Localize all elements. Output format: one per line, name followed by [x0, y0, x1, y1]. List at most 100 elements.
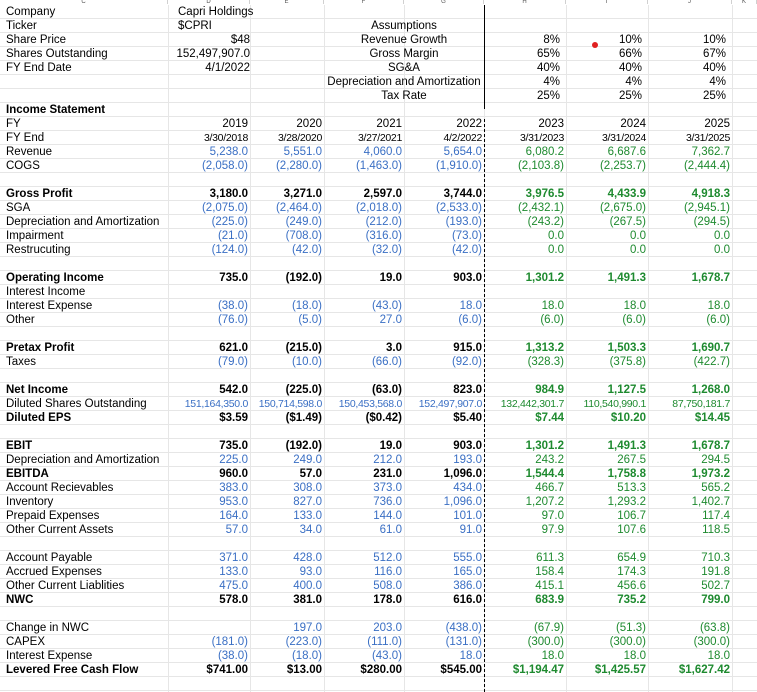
value-cell[interactable]: 386.0 [453, 580, 482, 592]
value-cell[interactable]: 18.0 [623, 300, 646, 312]
row-label[interactable]: Levered Free Cash Flow [6, 664, 139, 676]
value-cell[interactable]: 513.3 [617, 482, 646, 494]
assumption-value[interactable]: 4% [543, 76, 560, 88]
value-cell[interactable]: (193.0) [445, 216, 482, 228]
assumption-label[interactable]: Depreciation and Amortization [327, 76, 481, 88]
value-cell[interactable]: 903.0 [453, 440, 482, 452]
assumptions-title[interactable]: Assumptions [371, 20, 437, 32]
value-cell[interactable]: 2023 [538, 118, 564, 130]
value-cell[interactable]: (2,444.4) [683, 160, 730, 172]
value-cell[interactable]: 144.0 [373, 510, 402, 522]
value-cell[interactable]: 34.0 [299, 524, 322, 536]
value-cell[interactable]: 151,164,350.0 [184, 398, 249, 410]
value-cell[interactable]: $CPRI [178, 20, 212, 32]
value-cell[interactable]: 683.9 [535, 594, 564, 606]
value-cell[interactable]: $13.00 [286, 664, 322, 676]
value-cell[interactable]: (2,280.0) [275, 160, 322, 172]
value-cell[interactable]: (6.0) [706, 314, 730, 326]
value-cell[interactable]: 2025 [704, 118, 730, 130]
value-cell[interactable]: 18.0 [541, 650, 564, 662]
value-cell[interactable]: 0.0 [714, 230, 730, 242]
value-cell[interactable]: (225.0) [285, 384, 322, 396]
value-cell[interactable]: 1,096.0 [443, 468, 482, 480]
value-cell[interactable]: (223.0) [285, 636, 322, 648]
value-cell[interactable]: 903.0 [453, 272, 482, 284]
row-label[interactable]: Diluted Shares Outstanding [6, 398, 147, 410]
value-cell[interactable]: 97.0 [541, 510, 564, 522]
value-cell[interactable]: 132,442,301.7 [500, 398, 565, 410]
column-header[interactable]: I [566, 0, 648, 4]
assumption-value[interactable]: 8% [543, 34, 560, 46]
value-cell[interactable]: (79.0) [217, 356, 248, 368]
value-cell[interactable]: 243.2 [535, 454, 564, 466]
row-label[interactable]: Pretax Profit [6, 342, 75, 354]
value-cell[interactable]: 735.2 [617, 594, 646, 606]
value-cell[interactable] [168, 621, 248, 635]
value-cell[interactable]: 475.0 [219, 580, 248, 592]
value-cell[interactable]: (43.0) [371, 300, 402, 312]
value-cell[interactable]: 18.0 [541, 300, 564, 312]
value-cell[interactable]: (63.8) [699, 622, 730, 634]
value-cell[interactable]: (2,103.8) [517, 160, 564, 172]
value-cell[interactable]: 18.0 [707, 300, 730, 312]
value-cell[interactable]: 225.0 [219, 454, 248, 466]
label-cell[interactable]: FY End Date [6, 62, 72, 74]
value-cell[interactable]: 1,678.7 [691, 272, 730, 284]
value-cell[interactable]: (212.0) [365, 216, 402, 228]
value-cell[interactable]: 0.0 [548, 230, 564, 242]
value-cell[interactable]: 174.3 [617, 566, 646, 578]
value-cell[interactable]: 152,497,907.0 [176, 48, 250, 60]
value-cell[interactable]: (2,533.0) [435, 202, 482, 214]
value-cell[interactable]: 249.0 [293, 454, 322, 466]
value-cell[interactable]: (422.7) [693, 356, 730, 368]
assumption-value[interactable]: 40% [618, 62, 642, 74]
value-cell[interactable]: 984.9 [535, 384, 564, 396]
value-cell[interactable]: (438.0) [445, 622, 482, 634]
row-label[interactable]: Other Current Assets [6, 524, 114, 536]
row-label[interactable]: Diluted EPS [6, 412, 72, 424]
value-cell[interactable]: 381.0 [293, 594, 322, 606]
value-cell[interactable]: (316.0) [365, 230, 402, 242]
value-cell[interactable]: 3,180.0 [209, 188, 248, 200]
value-cell[interactable]: 578.0 [219, 594, 248, 606]
value-cell[interactable]: 960.0 [219, 468, 248, 480]
row-label[interactable]: Change in NWC [6, 622, 90, 634]
row-label[interactable]: SGA [6, 202, 31, 214]
value-cell[interactable]: (42.0) [291, 244, 322, 256]
value-cell[interactable]: (2,018.0) [355, 202, 402, 214]
value-cell[interactable]: 502.7 [701, 580, 730, 592]
value-cell[interactable]: 6,080.2 [525, 146, 564, 158]
assumption-value[interactable]: 66% [618, 48, 642, 60]
value-cell[interactable]: 87,750,181.7 [672, 398, 730, 410]
value-cell[interactable]: $48 [230, 34, 250, 46]
value-cell[interactable]: 1,491.3 [607, 440, 646, 452]
value-cell[interactable]: 823.0 [453, 384, 482, 396]
value-cell[interactable]: 158.4 [535, 566, 564, 578]
row-label[interactable]: Inventory [6, 496, 54, 508]
row-label[interactable]: COGS [6, 160, 40, 172]
value-cell[interactable]: 57.0 [225, 524, 248, 536]
value-cell[interactable]: 1,491.3 [607, 272, 646, 284]
value-cell[interactable]: 3/27/2021 [357, 132, 402, 144]
value-cell[interactable]: 2021 [376, 118, 402, 130]
value-cell[interactable]: (2,075.0) [201, 202, 248, 214]
value-cell[interactable]: 294.5 [701, 454, 730, 466]
value-cell[interactable]: 18.0 [459, 300, 482, 312]
value-cell[interactable]: 1,973.2 [691, 468, 730, 480]
value-cell[interactable]: 91.0 [459, 524, 482, 536]
assumption-value[interactable]: 10% [618, 34, 642, 46]
value-cell[interactable]: 4/2/2022 [443, 132, 483, 144]
row-label[interactable]: Other Current Liablities [6, 580, 125, 592]
value-cell[interactable]: $5.40 [453, 412, 482, 424]
value-cell[interactable]: (300.0) [527, 636, 564, 648]
value-cell[interactable]: 193.0 [453, 454, 482, 466]
value-cell[interactable]: (18.0) [291, 650, 322, 662]
value-cell[interactable]: 1,503.3 [607, 342, 646, 354]
value-cell[interactable]: (73.0) [451, 230, 482, 242]
value-cell[interactable]: (10.0) [291, 356, 322, 368]
value-cell[interactable]: 5,654.0 [443, 146, 482, 158]
value-cell[interactable]: 0.0 [630, 244, 646, 256]
value-cell[interactable]: 3/31/2024 [601, 132, 646, 144]
column-header[interactable]: J [648, 0, 732, 4]
